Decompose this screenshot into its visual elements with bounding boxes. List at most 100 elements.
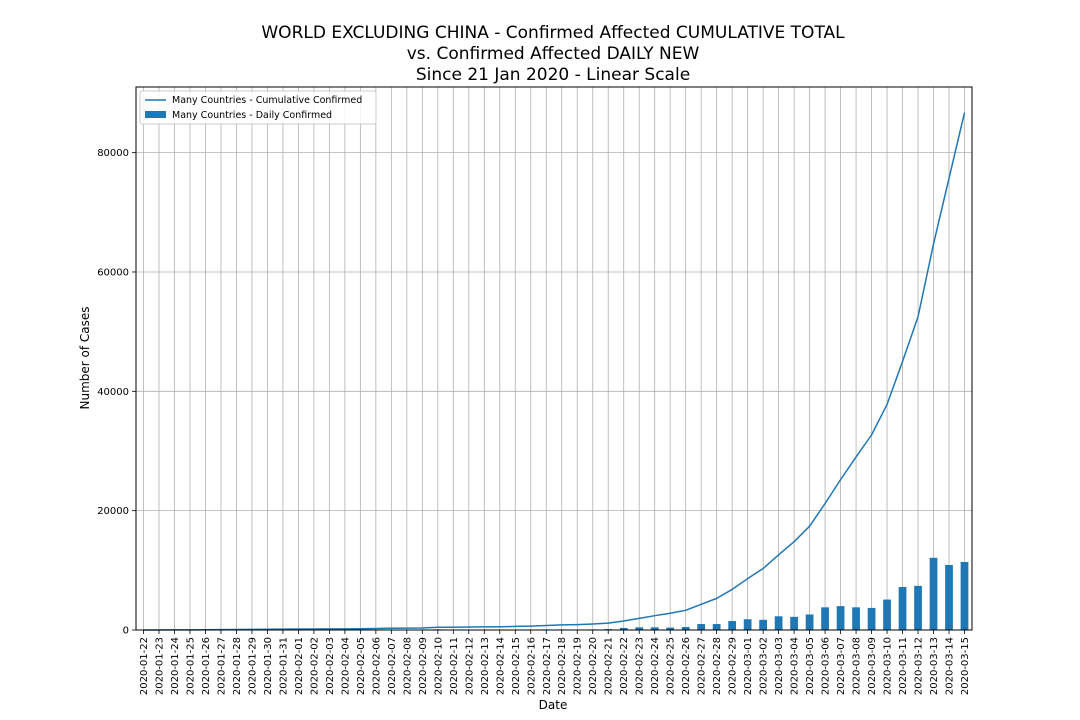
x-tick-label: 2020-02-10 [433, 637, 444, 695]
x-tick-label: 2020-03-06 [821, 637, 832, 695]
grid [136, 87, 972, 631]
daily-bar-2020-03-08 [852, 607, 860, 630]
x-tick-label: 2020-03-05 [805, 637, 816, 695]
x-tick-label: 2020-02-25 [666, 637, 677, 695]
daily-bar-2020-03-07 [836, 606, 845, 630]
x-tick-label: 2020-02-09 [418, 637, 429, 695]
x-tick-label: 2020-02-17 [542, 637, 553, 695]
x-tick-label: 2020-02-28 [712, 637, 723, 695]
daily-bar-2020-02-22 [619, 627, 628, 630]
x-tick-label: 2020-01-22 [139, 637, 150, 695]
x-tick-label: 2020-02-02 [309, 637, 320, 695]
legend-label-daily: Many Countries - Daily Confirmed [172, 110, 332, 121]
legend-box [139, 90, 377, 125]
x-tick-label: 2020-01-23 [154, 637, 165, 695]
daily-bars [139, 557, 969, 630]
y-tick-label: 40000 [97, 387, 129, 398]
daily-bar-2020-03-10 [883, 599, 891, 630]
x-tick-label: 2020-03-01 [743, 637, 754, 695]
x-axis-label: Date [539, 698, 568, 712]
y-axis-ticks: 0 20000 40000 60000 80000 [97, 148, 136, 637]
x-tick-label: 2020-02-15 [511, 637, 522, 695]
x-tick-label: 2020-03-09 [867, 637, 878, 695]
x-tick-label: 2020-02-21 [604, 637, 615, 695]
x-tick-label: 2020-02-07 [387, 637, 398, 695]
x-tick-label: 2020-02-08 [402, 637, 413, 695]
daily-bar-2020-02-26 [681, 627, 690, 630]
x-tick-label: 2020-02-03 [325, 637, 336, 695]
daily-bar-2020-03-11 [898, 587, 907, 630]
daily-bar-2020-02-27 [697, 624, 706, 630]
x-tick-label: 2020-03-04 [790, 637, 801, 695]
x-tick-label: 2020-03-14 [945, 637, 956, 695]
y-tick-label: 60000 [97, 267, 129, 278]
daily-bar-2020-02-25 [666, 627, 675, 630]
daily-bar-2020-03-13 [929, 557, 938, 630]
x-tick-label: 2020-02-05 [356, 637, 367, 695]
daily-bar-2020-03-02 [759, 619, 767, 630]
x-tick-label: 2020-01-30 [263, 637, 274, 695]
x-tick-label: 2020-03-13 [929, 637, 940, 695]
daily-bar-2020-03-15 [960, 561, 969, 630]
x-tick-label: 2020-03-02 [759, 637, 770, 695]
chart-title-line-3: Since 21 Jan 2020 - Linear Scale [416, 65, 690, 85]
x-tick-label: 2020-02-16 [526, 637, 537, 695]
cumulative-line [143, 112, 966, 631]
y-tick-label: 0 [123, 626, 129, 637]
x-tick-label: 2020-01-29 [247, 637, 258, 695]
chart-title-line-1: WORLD EXCLUDING CHINA - Confirmed Affect… [261, 23, 845, 43]
legend: Many Countries - Cumulative Confirmed Ma… [139, 90, 377, 125]
x-tick-label: 2020-03-10 [883, 637, 894, 695]
x-tick-label: 2020-02-12 [464, 637, 475, 695]
x-tick-label: 2020-01-31 [278, 637, 289, 695]
daily-bar-2020-02-23 [635, 627, 644, 630]
daily-bar-2020-03-14 [945, 564, 953, 630]
x-tick-label: 2020-02-29 [728, 637, 739, 695]
x-tick-label: 2020-03-07 [836, 637, 847, 695]
legend-bar-swatch [145, 111, 166, 118]
daily-bar-2020-03-05 [805, 614, 814, 630]
daily-bar-2020-02-29 [728, 621, 737, 630]
daily-bar-2020-03-12 [914, 585, 922, 630]
y-tick-label: 20000 [97, 506, 129, 517]
x-tick-label: 2020-01-24 [170, 637, 181, 695]
legend-label-cumulative: Many Countries - Cumulative Confirmed [172, 95, 362, 106]
daily-bar-2020-03-06 [821, 607, 829, 630]
daily-bar-2020-03-04 [790, 616, 798, 630]
daily-bar-2020-03-03 [774, 616, 783, 630]
x-tick-label: 2020-02-18 [557, 637, 568, 695]
cumulative-line-group [143, 112, 966, 631]
x-axis-ticks: 2020-01-22 2020-01-23 2020-01-24 2020-01-25… [139, 630, 971, 695]
x-tick-label: 2020-01-28 [232, 637, 243, 695]
x-tick-label: 2020-02-20 [588, 637, 599, 695]
x-tick-label: 2020-02-22 [619, 637, 630, 695]
y-axis-label: Number of Cases [78, 306, 92, 409]
x-tick-label: 2020-02-23 [635, 637, 646, 695]
plot-frame [135, 86, 973, 631]
x-tick-label: 2020-03-15 [960, 637, 971, 695]
x-tick-label: 2020-02-24 [650, 637, 661, 695]
daily-bar-2020-02-28 [712, 624, 721, 630]
x-tick-label: 2020-01-25 [185, 637, 196, 695]
x-tick-label: 2020-01-27 [216, 637, 227, 695]
daily-bar-2020-02-24 [650, 627, 659, 630]
x-tick-label: 2020-01-26 [201, 637, 212, 695]
x-tick-label: 2020-02-14 [495, 637, 506, 695]
x-tick-label: 2020-02-13 [480, 637, 491, 695]
x-tick-label: 2020-02-01 [294, 637, 305, 695]
x-tick-label: 2020-03-12 [914, 637, 925, 695]
daily-bar-2020-03-01 [743, 619, 752, 630]
x-tick-label: 2020-02-26 [681, 637, 692, 695]
daily-bar-2020-03-09 [867, 607, 876, 630]
x-tick-label: 2020-03-08 [852, 637, 863, 695]
x-tick-label: 2020-03-11 [898, 637, 909, 695]
x-tick-label: 2020-02-11 [449, 637, 460, 695]
y-tick-label: 80000 [97, 148, 129, 159]
x-tick-label: 2020-02-19 [573, 637, 584, 695]
chart-title-line-2: vs. Confirmed Affected DAILY NEW [407, 44, 700, 64]
x-tick-label: 2020-02-06 [371, 637, 382, 695]
x-tick-label: 2020-02-27 [697, 637, 708, 695]
x-tick-label: 2020-02-04 [340, 637, 351, 695]
x-tick-label: 2020-03-03 [774, 637, 785, 695]
